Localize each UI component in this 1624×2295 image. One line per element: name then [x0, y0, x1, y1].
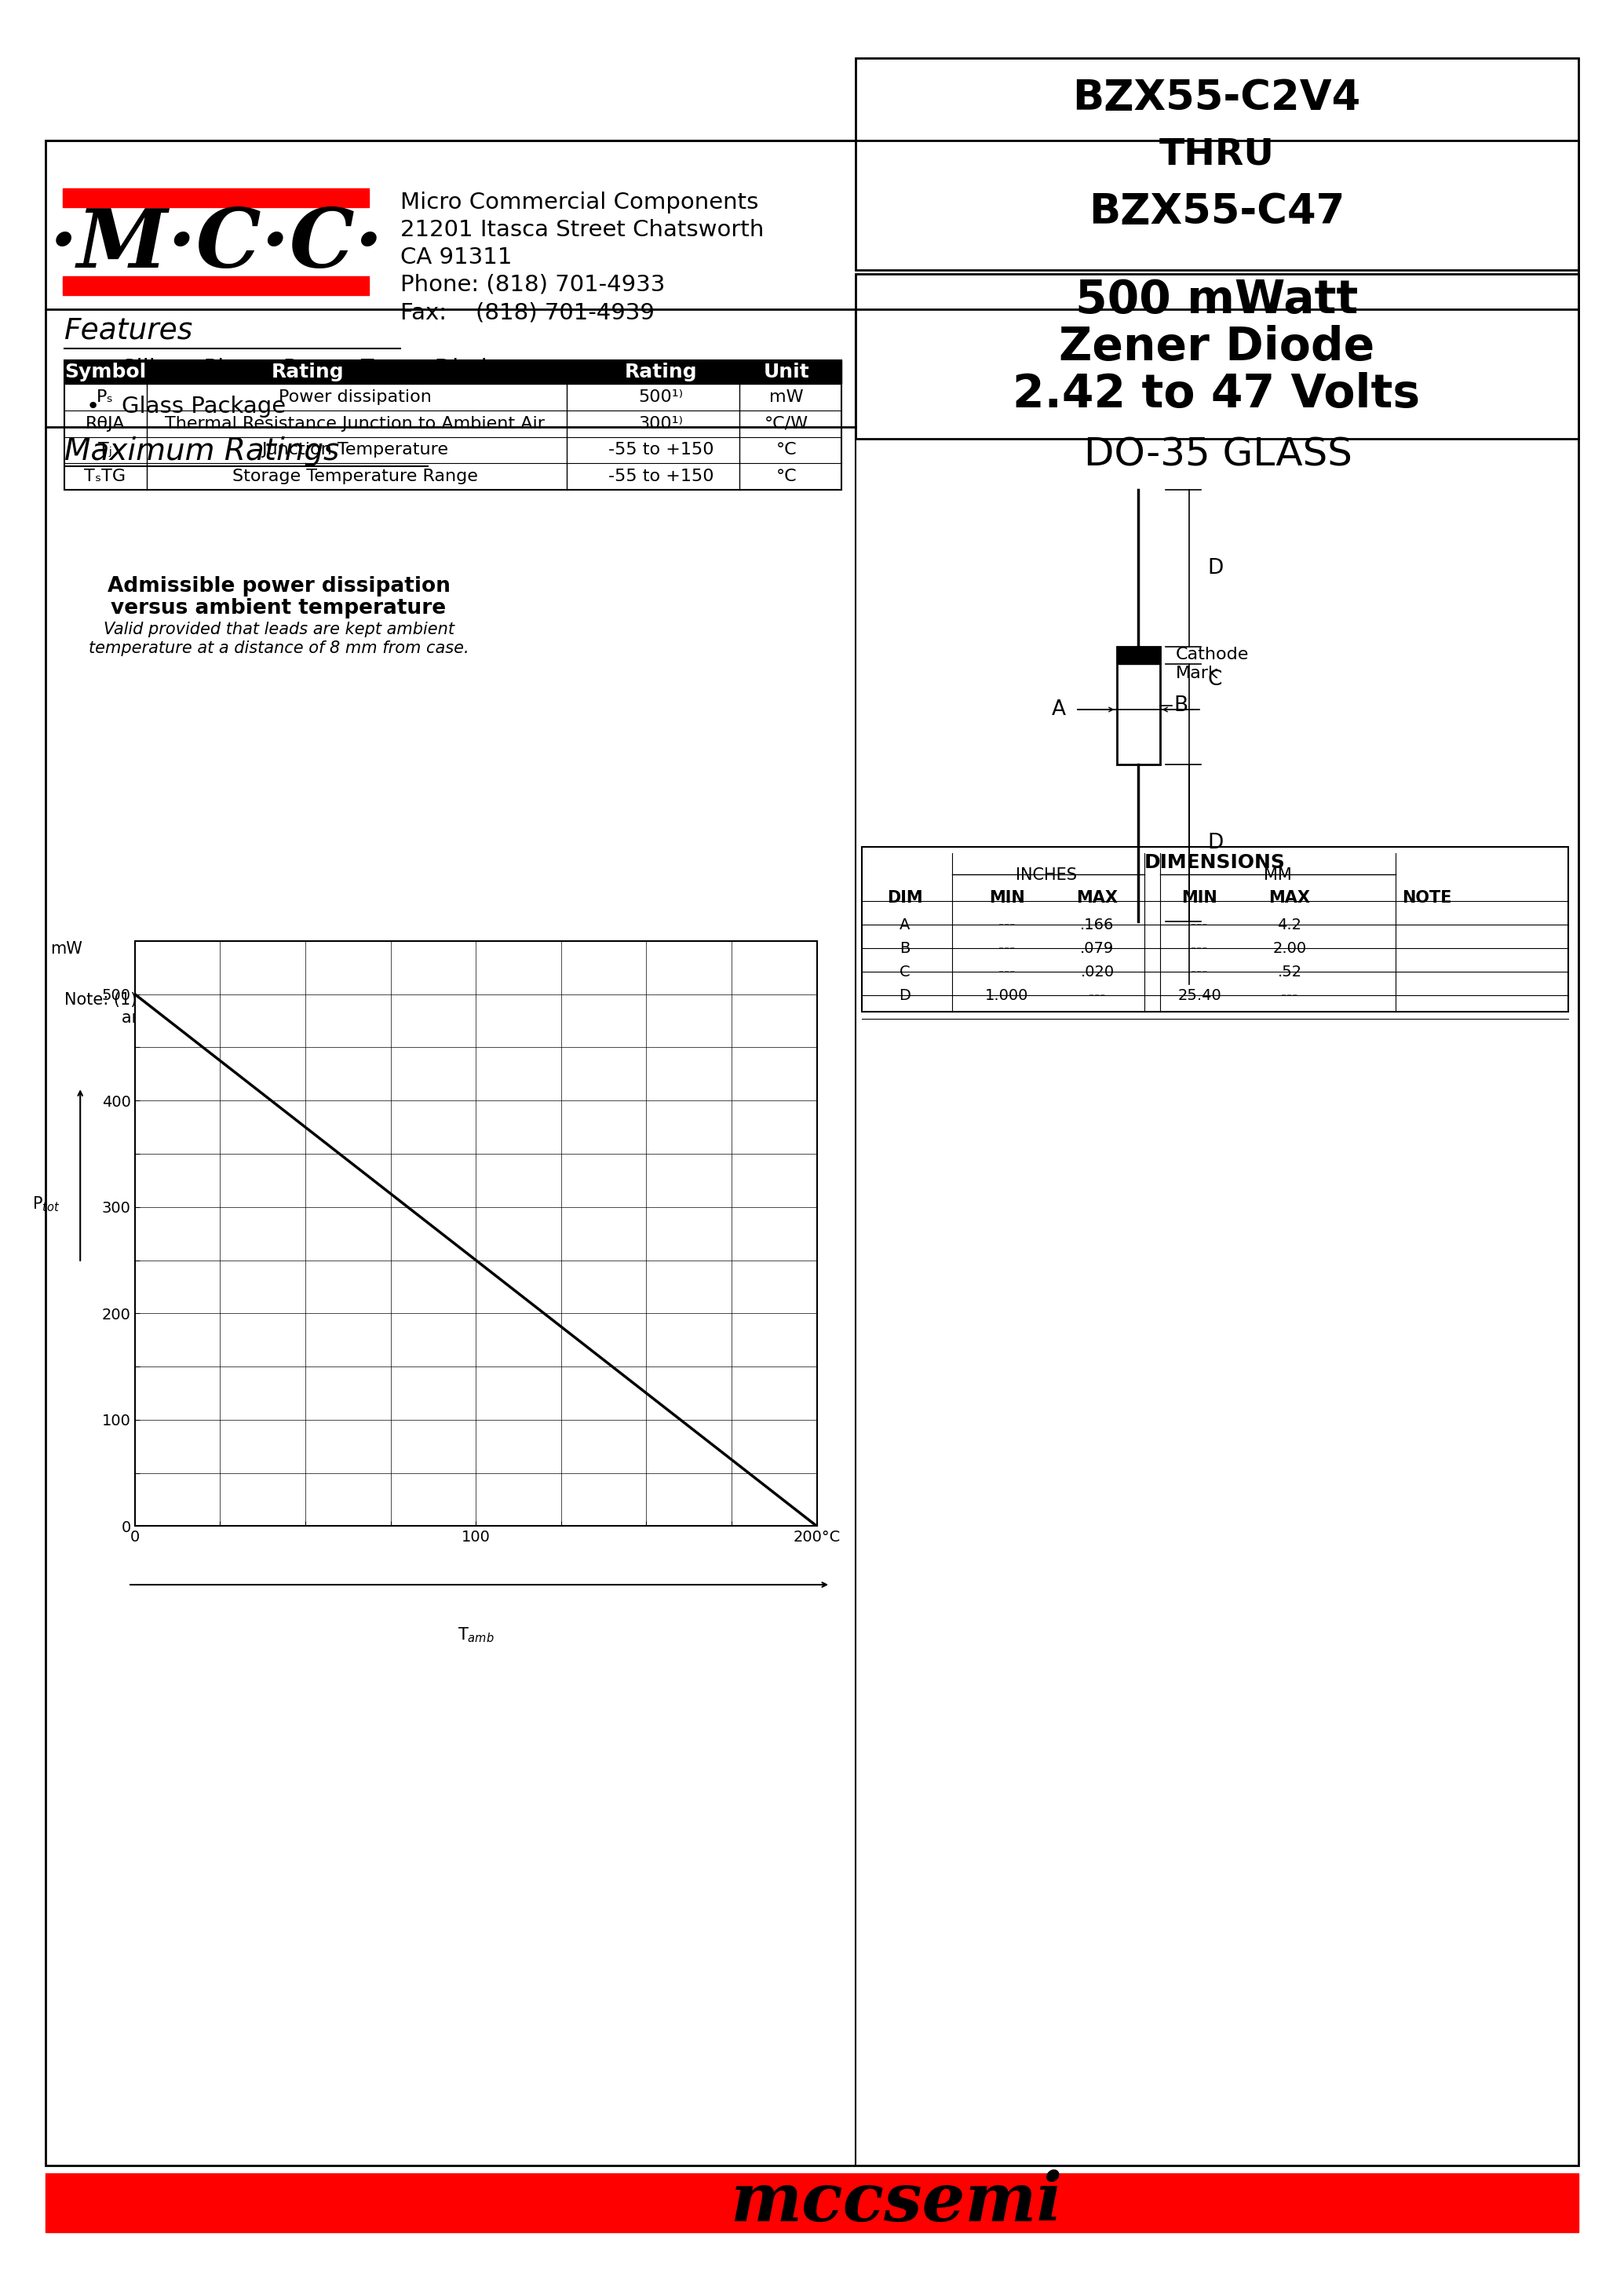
- Text: DO-35 GLASS: DO-35 GLASS: [1085, 436, 1353, 475]
- Text: ·M·C·C·: ·M·C·C·: [49, 204, 383, 285]
- Bar: [65, 360, 841, 489]
- Text: Zener Diode: Zener Diode: [1059, 326, 1374, 369]
- Text: 500¹⁾: 500¹⁾: [638, 390, 684, 404]
- Text: MAX: MAX: [1268, 890, 1311, 907]
- Text: Maximum Ratings: Maximum Ratings: [65, 436, 339, 466]
- Text: ---: ---: [1090, 989, 1106, 1003]
- Text: Thermal Resistance Junction to Ambient Air: Thermal Resistance Junction to Ambient A…: [164, 415, 544, 431]
- Text: -55 to +150: -55 to +150: [607, 443, 713, 459]
- Text: Rating: Rating: [271, 363, 344, 381]
- Text: BZX55-C47: BZX55-C47: [1088, 190, 1345, 232]
- Text: ---: ---: [1190, 964, 1208, 980]
- Text: temperature at a distance of 8 mm from case.: temperature at a distance of 8 mm from c…: [88, 640, 469, 656]
- Text: MIN: MIN: [1181, 890, 1218, 907]
- Bar: [45, 140, 1579, 2166]
- Text: ---: ---: [1190, 918, 1208, 932]
- Text: www.: www.: [573, 2169, 765, 2235]
- Text: Unit: Unit: [763, 363, 809, 381]
- Text: mccsemi: mccsemi: [729, 2169, 1062, 2235]
- Bar: [63, 188, 369, 207]
- Text: MAX: MAX: [1077, 890, 1117, 907]
- Text: 25.40: 25.40: [1177, 989, 1221, 1003]
- Text: .079: .079: [1080, 941, 1114, 957]
- Text: THRU: THRU: [1160, 138, 1275, 172]
- Text: 2.00: 2.00: [1273, 941, 1307, 957]
- Text: 4.2: 4.2: [1278, 918, 1302, 932]
- Text: Junction Temperature: Junction Temperature: [261, 443, 448, 459]
- Text: ---: ---: [999, 918, 1015, 932]
- Text: B: B: [1174, 695, 1189, 716]
- Text: D: D: [900, 989, 911, 1003]
- Bar: [1117, 647, 1160, 663]
- Text: •   Glass Package: • Glass Package: [86, 395, 286, 418]
- Text: .com: .com: [1122, 2169, 1304, 2235]
- Text: ---: ---: [999, 964, 1015, 980]
- Text: 2.42 to 47 Volts: 2.42 to 47 Volts: [1013, 372, 1421, 418]
- Bar: [856, 273, 1579, 438]
- Text: ---: ---: [1281, 989, 1298, 1003]
- Text: 21201 Itasca Street Chatsworth: 21201 Itasca Street Chatsworth: [400, 218, 763, 241]
- Bar: [856, 57, 1579, 271]
- Bar: [45, 2173, 1579, 2233]
- Text: ---: ---: [999, 941, 1015, 957]
- Text: NOTE: NOTE: [1402, 890, 1452, 907]
- Text: •   Silicon Planar Power Zener Diodes: • Silicon Planar Power Zener Diodes: [86, 358, 513, 381]
- Bar: [862, 847, 1569, 1012]
- Text: Admissible power dissipation: Admissible power dissipation: [107, 576, 450, 597]
- Text: °C/W: °C/W: [765, 415, 809, 431]
- Text: P$_{tot}$: P$_{tot}$: [32, 1196, 60, 1214]
- Text: C: C: [900, 964, 911, 980]
- Bar: [63, 275, 369, 296]
- Text: 500 mWatt: 500 mWatt: [1075, 278, 1358, 324]
- Text: 1.000: 1.000: [986, 989, 1028, 1003]
- Text: Micro Commercial Components: Micro Commercial Components: [400, 190, 758, 213]
- Text: .52: .52: [1278, 964, 1302, 980]
- Text: -55 to +150: -55 to +150: [607, 468, 713, 484]
- Text: mW: mW: [50, 941, 83, 957]
- Text: DIM: DIM: [887, 890, 922, 907]
- Text: .020: .020: [1080, 964, 1114, 980]
- Text: Fax:    (818) 701-4939: Fax: (818) 701-4939: [400, 301, 654, 324]
- Text: Cathode: Cathode: [1176, 647, 1249, 663]
- Text: .166: .166: [1080, 918, 1114, 932]
- Text: Symbol: Symbol: [65, 363, 146, 381]
- Text: °C: °C: [776, 443, 797, 459]
- Text: BZX55-C2V4: BZX55-C2V4: [1072, 78, 1361, 119]
- Text: °C: °C: [776, 468, 797, 484]
- Text: A: A: [900, 918, 911, 932]
- Text: Phone: (818) 701-4933: Phone: (818) 701-4933: [400, 273, 666, 296]
- Text: mW: mW: [770, 390, 804, 404]
- Text: Tⱼ: Tⱼ: [97, 443, 112, 459]
- Text: ---: ---: [1190, 941, 1208, 957]
- Text: versus ambient temperature: versus ambient temperature: [110, 599, 447, 617]
- Text: Valid provided that leads are kept ambient: Valid provided that leads are kept ambie…: [104, 622, 455, 638]
- Text: 300¹⁾: 300¹⁾: [638, 415, 684, 431]
- Text: C: C: [1207, 670, 1221, 691]
- Text: Rating: Rating: [625, 363, 697, 381]
- Text: D: D: [1207, 833, 1223, 854]
- Text: Pₛ: Pₛ: [97, 390, 114, 404]
- Text: A: A: [1051, 700, 1065, 721]
- Text: D: D: [1207, 558, 1223, 578]
- Bar: [65, 360, 841, 383]
- Bar: [1117, 647, 1160, 764]
- Text: Note: (1)  Valid provided that leads at a distance of 3/8" from case are kept at: Note: (1) Valid provided that leads at a…: [65, 991, 703, 1026]
- Text: DIMENSIONS: DIMENSIONS: [1145, 854, 1286, 872]
- Text: MIN: MIN: [989, 890, 1025, 907]
- Text: Power dissipation: Power dissipation: [278, 390, 432, 404]
- Text: Mark: Mark: [1176, 666, 1218, 682]
- Text: Features: Features: [65, 317, 193, 344]
- Text: RθJA: RθJA: [86, 415, 125, 431]
- Text: T$_{amb}$: T$_{amb}$: [458, 1625, 494, 1643]
- Text: TₛTG: TₛTG: [84, 468, 127, 484]
- Text: B: B: [900, 941, 911, 957]
- Text: Storage Temperature Range: Storage Temperature Range: [232, 468, 477, 484]
- Text: MM: MM: [1263, 868, 1291, 884]
- Text: INCHES: INCHES: [1015, 868, 1077, 884]
- Text: CA 91311: CA 91311: [400, 246, 512, 269]
